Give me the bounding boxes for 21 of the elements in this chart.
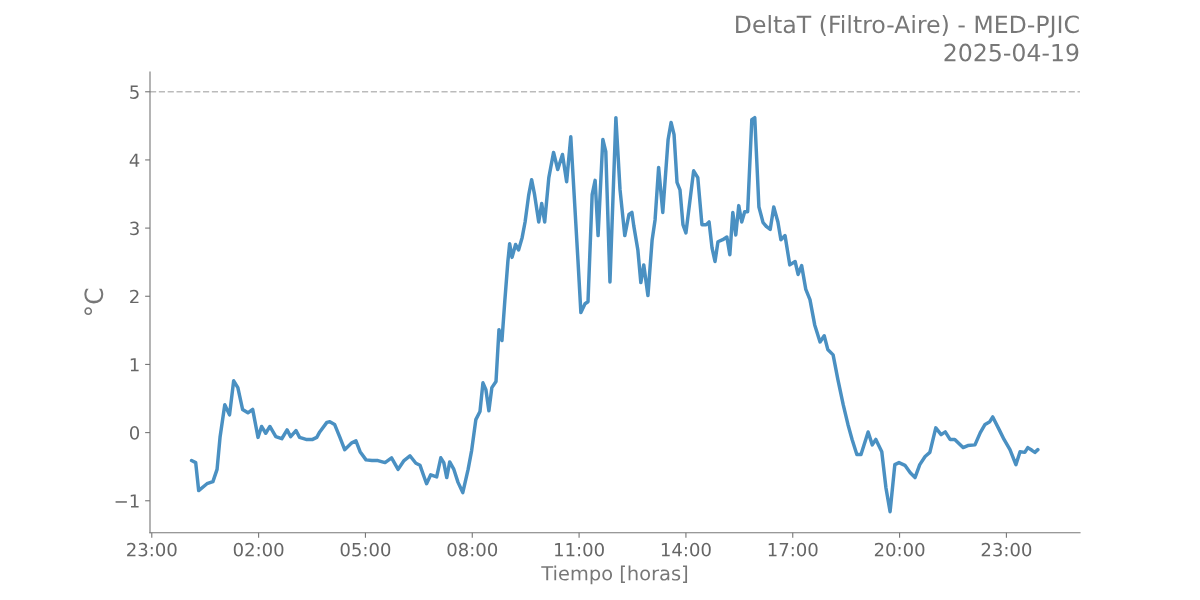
x-tick-label: 11:00 bbox=[555, 542, 604, 557]
y-tick-label: −1 bbox=[115, 494, 139, 508]
x-tick-label: 17:00 bbox=[768, 542, 818, 557]
x-tick-label: 08:00 bbox=[447, 542, 498, 557]
chart-title: DeltaT (Filtro-Aire) - MED-PJIC bbox=[736, 15, 1079, 38]
y-tick-label: 0 bbox=[129, 426, 140, 440]
line-series bbox=[189, 115, 1040, 514]
y-tick-label: 2 bbox=[130, 289, 139, 304]
y-tick-label: 1 bbox=[130, 358, 139, 372]
y-tick-label: 5 bbox=[130, 85, 139, 99]
x-tick-label: 14:00 bbox=[661, 542, 711, 557]
x-tick-label: 23:00 bbox=[981, 542, 1032, 557]
x-tick-label: 20:00 bbox=[874, 542, 925, 557]
y-axis-title: °C bbox=[84, 288, 104, 315]
x-tick-label: 02:00 bbox=[233, 542, 284, 557]
x-axis-title: Tiempo [horas] bbox=[541, 565, 688, 585]
y-tick-label: 3 bbox=[130, 221, 139, 236]
chart-subtitle: 2025-04-19 bbox=[944, 43, 1079, 62]
x-tick-label: 05:00 bbox=[340, 542, 391, 557]
x-tick-label: 23:00 bbox=[127, 542, 177, 557]
y-tick-label: 4 bbox=[129, 153, 140, 167]
